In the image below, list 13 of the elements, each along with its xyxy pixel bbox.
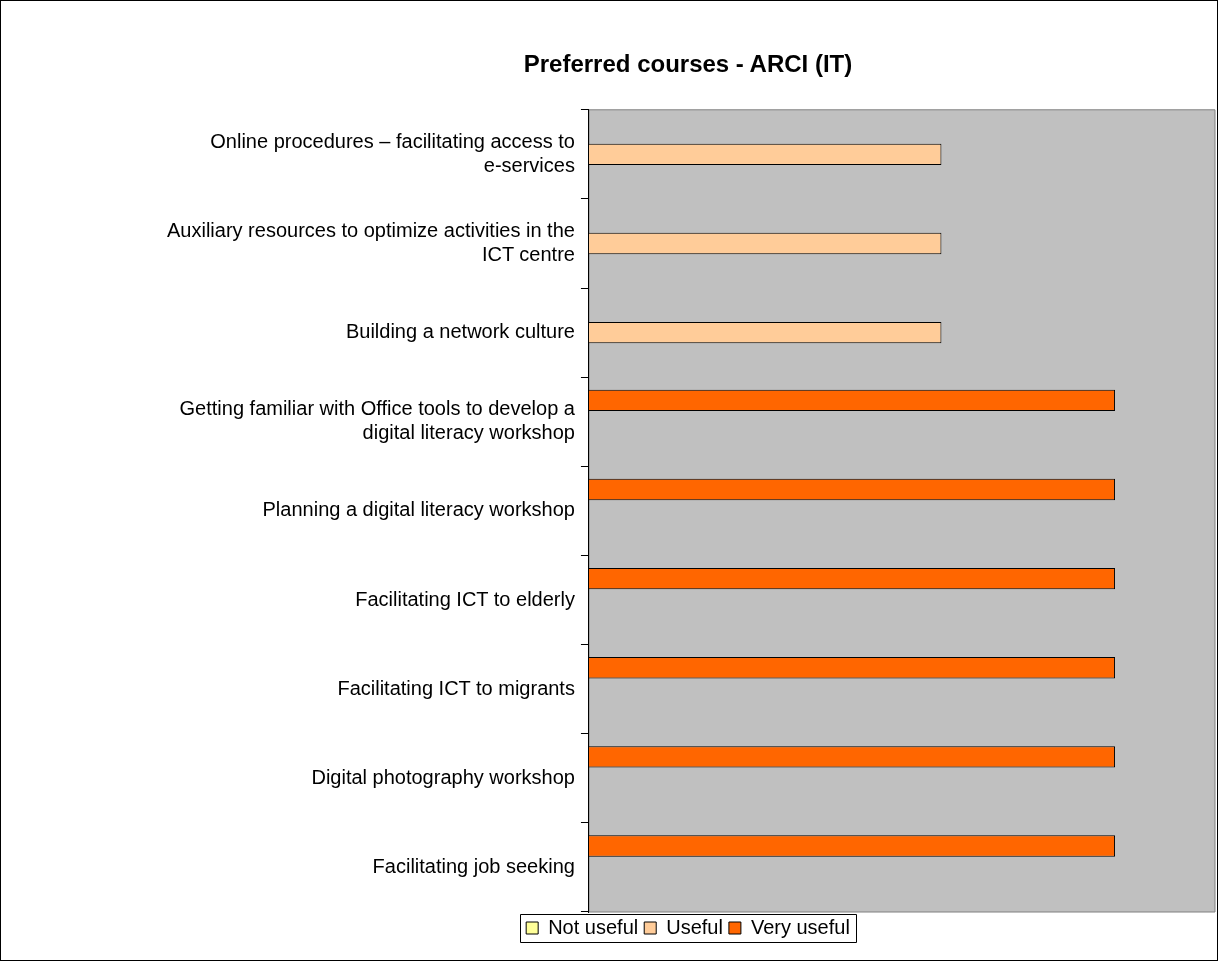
y-tick-label: Facilitating ICT to migrants (337, 676, 575, 699)
y-tick-label: Digital photography workshop (311, 765, 575, 788)
legend-label: Not useful (548, 915, 639, 938)
y-tick-label: Facilitating ICT to elderly (355, 587, 575, 610)
y-tick-label: Auxiliary resources to optimize activities in the ICT centre (166, 219, 575, 266)
y-tick-label: Getting familiar with Office tools to develop a digital literacy workshop (179, 397, 576, 444)
y-tick-label: Online procedures – facilitating access to e-services (210, 129, 575, 176)
legend-label: Very useful (750, 915, 850, 938)
y-tick-label: Facilitating job seeking (372, 854, 575, 877)
legend-label: Useful (666, 915, 723, 938)
chart-title: Preferred courses - ARCI (IT) (523, 50, 853, 78)
y-tick-label: Planning a digital literacy workshop (262, 498, 575, 521)
y-tick-label: Building a network culture (345, 320, 575, 343)
